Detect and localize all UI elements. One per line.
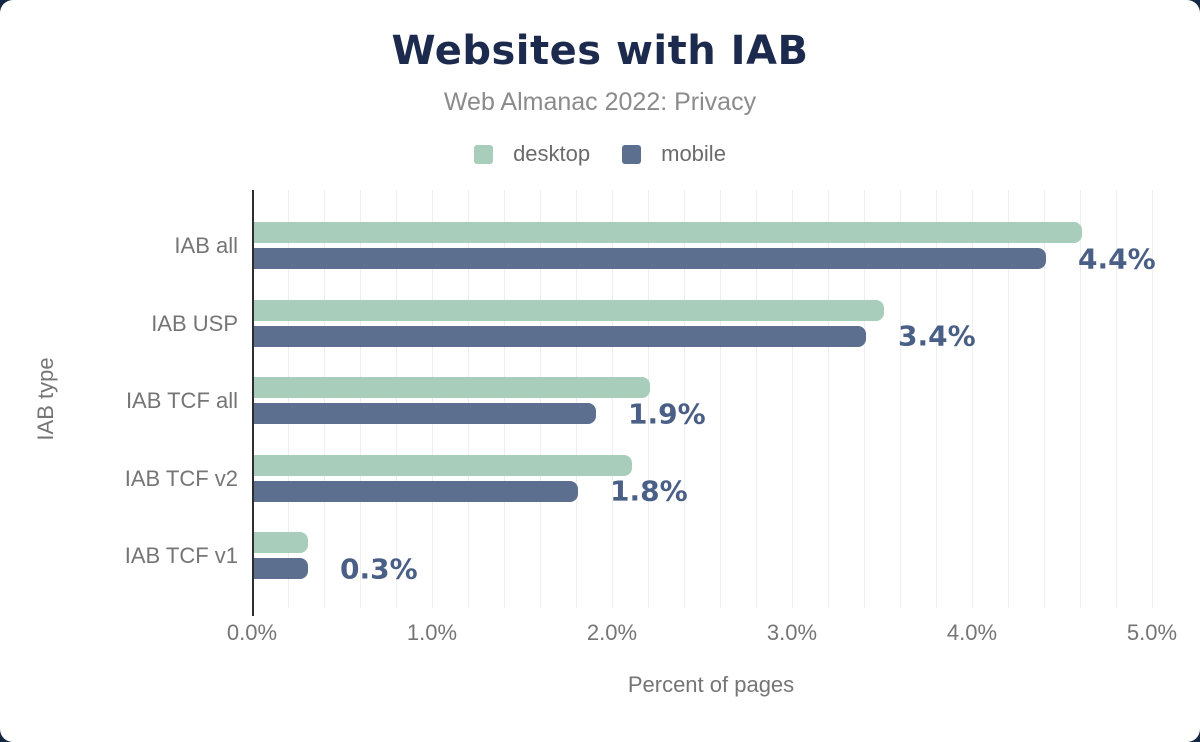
gridline [864,190,865,608]
category-label: IAB TCF v1 [124,543,238,568]
bar-desktop [254,299,884,321]
gridline [648,190,649,608]
gridline [1152,190,1153,608]
category-label: IAB all [174,233,238,258]
x-axis-title: Percent of pages [627,672,795,697]
x-tick-label: 1.0% [406,620,458,645]
gridline [792,190,793,608]
legend-label-mobile: mobile [661,141,726,166]
value-annotation: 1.9% [628,397,706,430]
gridline [936,190,937,608]
x-tick-label: 2.0% [586,620,638,645]
value-annotation: 1.8% [610,474,688,508]
bar-desktop [254,532,308,553]
bar-mobile [254,325,866,347]
gridline [324,190,325,608]
x-tick-label: 0.0% [226,620,278,645]
gridline [468,190,469,608]
legend-item-desktop: desktop [474,141,590,167]
value-annotation: 3.4% [898,319,976,353]
gridline [504,190,505,608]
gridline [1008,190,1009,608]
value-annotation: 0.3% [340,552,418,585]
gridline [828,190,829,608]
gridline [720,190,721,608]
legend-swatch-mobile [622,144,642,164]
gridline [1116,190,1117,608]
gridline [396,190,397,608]
gridline [612,190,613,608]
bar-mobile [254,558,308,579]
legend-swatch-desktop [474,144,494,164]
category-label: IAB TCF v2 [124,465,238,491]
x-tick-label: 3.0% [766,620,818,645]
y-axis-title: IAB type [33,357,58,441]
category-label: IAB USP [151,310,238,336]
gridline [684,190,685,608]
chart-subtitle: Web Almanac 2022: Privacy [443,88,757,116]
plot-area: IAB all 4.4% IAB USP 3.4% IAB TCF all 1.9% IAB… [125,190,1177,645]
gridline [288,190,289,608]
category-label: IAB TCF all [125,388,238,413]
bar-desktop [254,222,1082,243]
y-axis-line [252,190,254,616]
legend-item-mobile: mobile [622,141,726,167]
gridline [432,190,433,608]
chart-title: Websites with IAB [391,28,809,74]
x-tick-label: 4.0% [946,620,998,645]
gridline [1044,190,1045,608]
gridline [540,190,541,608]
gridline [576,190,577,608]
legend: desktop mobile [0,141,1200,167]
gridline [1080,190,1081,608]
bar-desktop [254,377,650,398]
gridline [360,190,361,608]
gridline [756,190,757,608]
x-tick-label: 5.0% [1126,620,1178,645]
bar-mobile [254,403,596,424]
value-annotation: 4.4% [1078,242,1156,275]
bar-mobile [254,248,1046,269]
gridline [900,190,901,608]
gridline [972,190,973,608]
bar-desktop [254,454,632,476]
bar-mobile [254,480,578,502]
legend-label-desktop: desktop [513,141,591,166]
